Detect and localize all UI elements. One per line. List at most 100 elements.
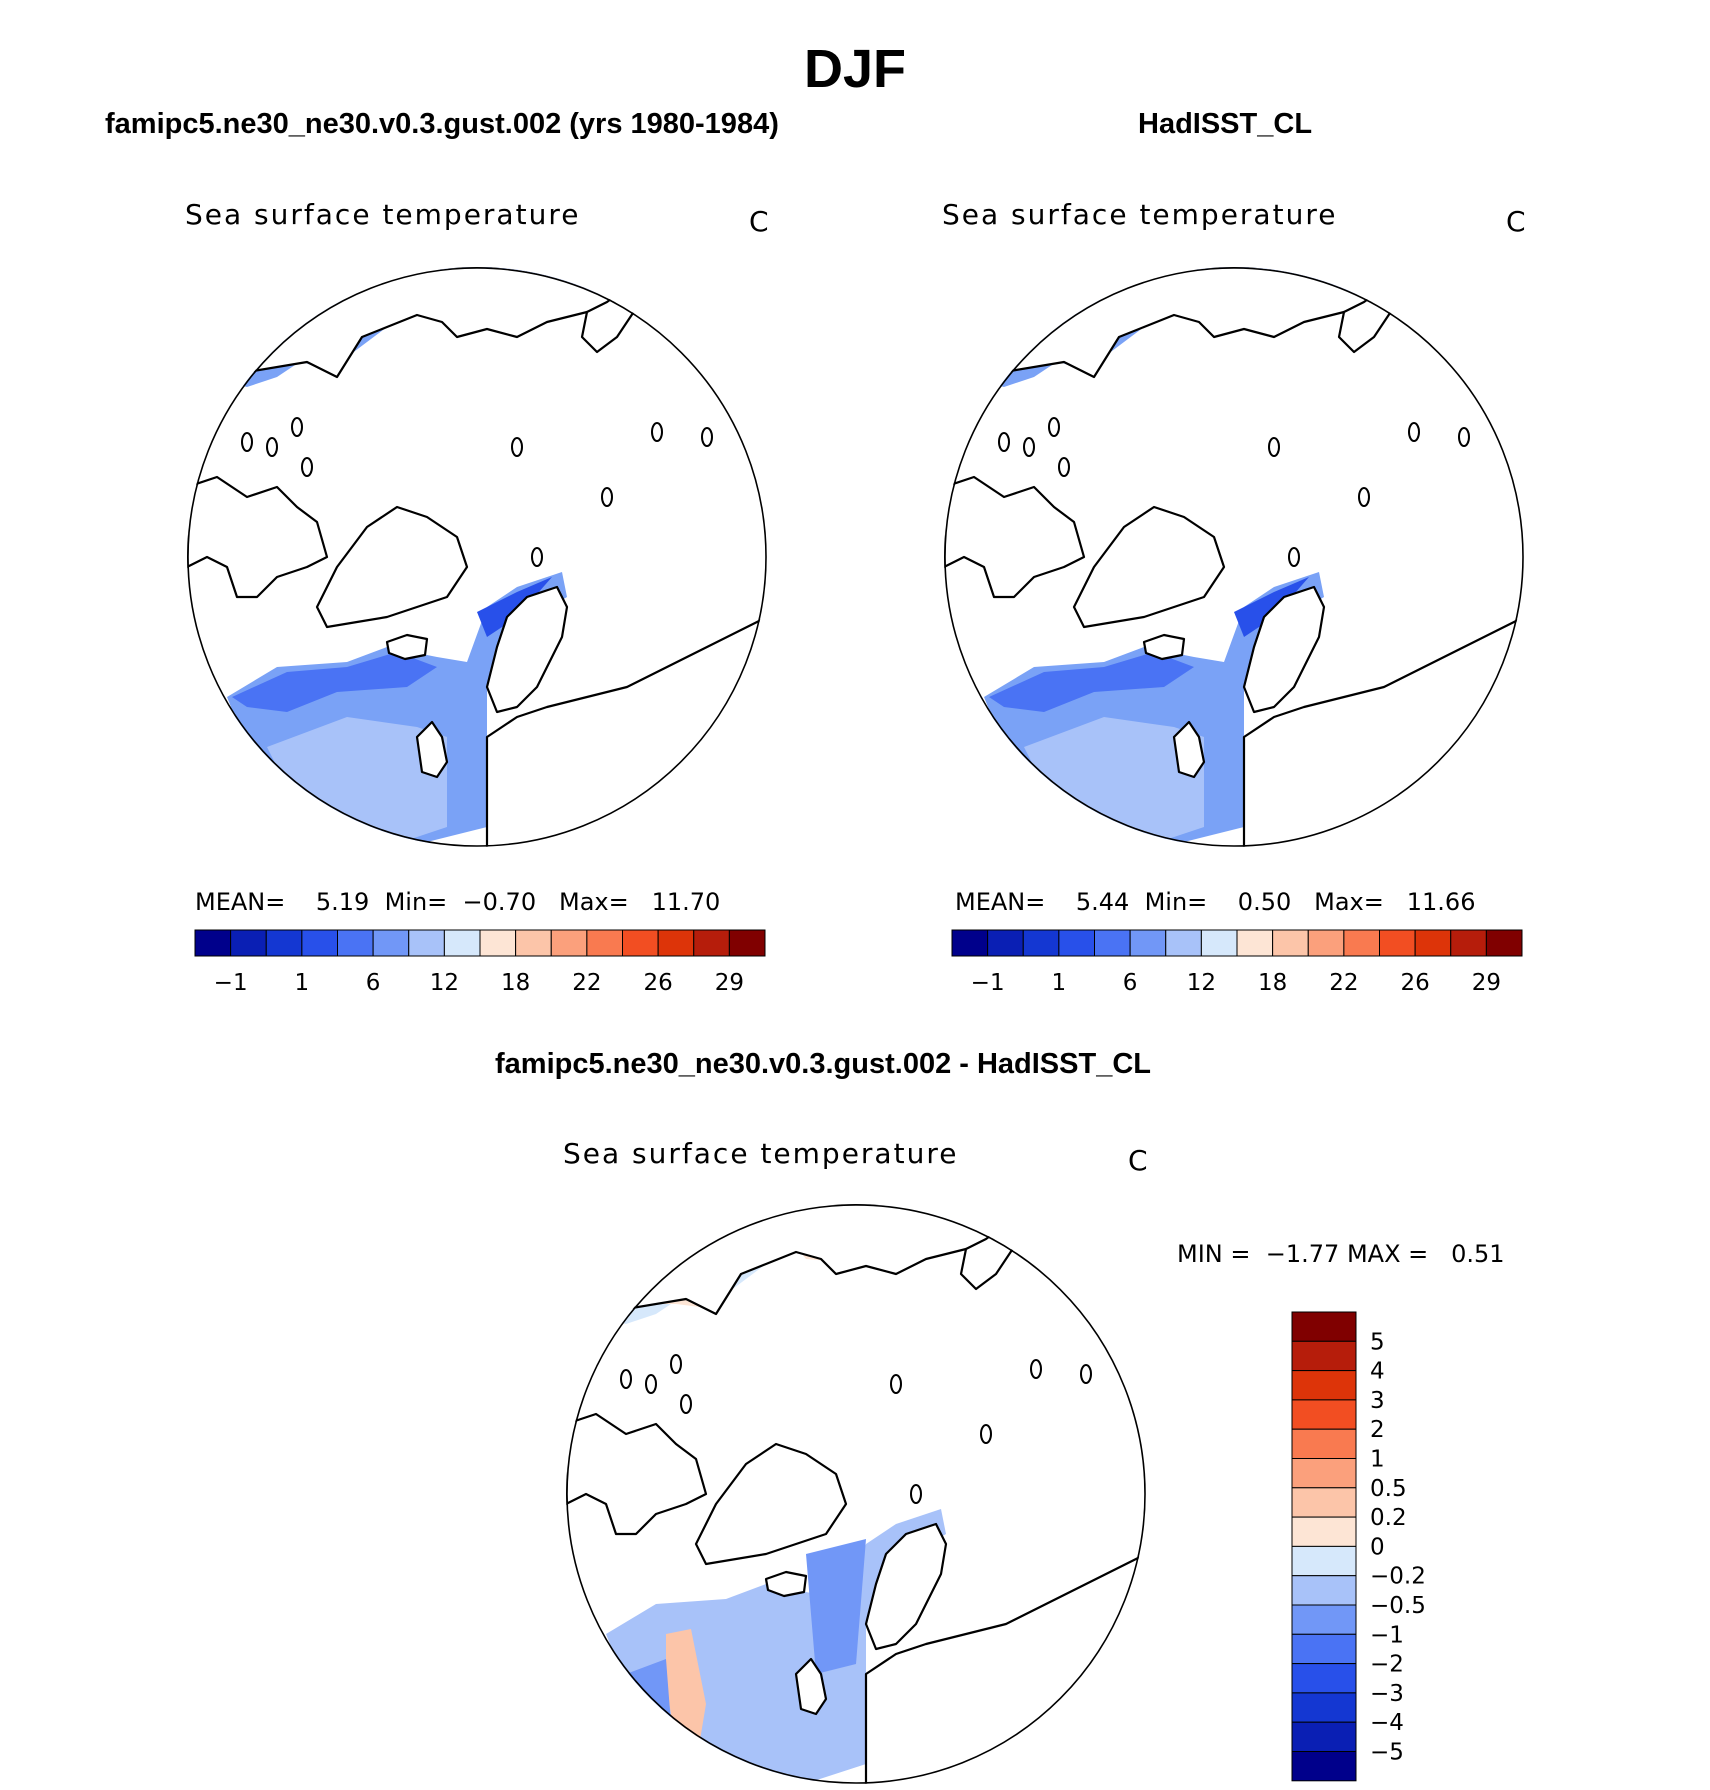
diff-colorbar-swatch: [1291, 1428, 1357, 1459]
atlantic-cold-region: [232, 652, 437, 712]
model-colorbar-swatch: [515, 929, 552, 957]
diff-colorbar-tick-label: −5: [1370, 1740, 1404, 1766]
model-colorbar-swatch: [622, 929, 659, 957]
obs-colorbar-tick-label: −1: [971, 970, 1005, 996]
diff-colorbar-swatch: [1291, 1545, 1357, 1577]
island-outline: [890, 1374, 902, 1394]
obs-colorbar-swatch: [1094, 929, 1131, 957]
north-america-coastline: [944, 475, 1086, 599]
diff-colorbar-tick-label: 5: [1370, 1329, 1385, 1355]
island-outline: [1030, 1359, 1042, 1379]
island-outline: [511, 437, 523, 457]
model-variable-label: Sea surface temperature: [185, 198, 581, 231]
obs-colorbar-swatch: [1236, 929, 1274, 957]
diff-colorbar-tick-label: −3: [1370, 1681, 1404, 1707]
diff-colorbar-tick-label: 3: [1370, 1388, 1385, 1414]
model-mean-label: MEAN=: [195, 888, 286, 916]
model-colorbar-tick-label: 12: [430, 970, 459, 996]
diff-colorbar-swatch: [1291, 1721, 1357, 1753]
island-outline: [1048, 417, 1060, 437]
model-colorbar-swatch: [550, 929, 588, 957]
island-outline: [601, 487, 613, 507]
diff-colorbar-tick-label: −4: [1370, 1710, 1404, 1736]
figure-title: DJF: [803, 39, 906, 99]
model-colorbar-swatch: [337, 929, 374, 957]
diff-colorbar-tick-label: 2: [1370, 1417, 1385, 1443]
model-colorbar-swatch: [586, 929, 623, 957]
diff-colorbar-tick-label: −2: [1370, 1652, 1404, 1678]
diff-panel-title: famipc5.ne30_ne30.v0.3.gust.002 - HadISS…: [495, 1048, 1151, 1080]
british-isles-coastline: [1172, 720, 1206, 779]
model-polar-map: [187, 267, 767, 847]
diff-colorbar-tick-label: −0.5: [1370, 1593, 1426, 1619]
model-colorbar-swatch: [693, 929, 730, 957]
diff-units-label: C: [1128, 1144, 1148, 1177]
map-field-group: [566, 1204, 1146, 1784]
obs-colorbar-swatch: [1272, 929, 1309, 957]
obs-colorbar-swatch: [1129, 929, 1167, 957]
model-colorbar-tick-label: 1: [295, 970, 310, 996]
model-colorbar-tick-label: 26: [643, 970, 672, 996]
model-min-value: −0.70: [462, 888, 537, 916]
obs-colorbar-swatch: [1485, 929, 1523, 957]
diff-colorbar-swatch: [1291, 1663, 1357, 1694]
obs-colorbar-swatch: [1379, 929, 1416, 957]
model-colorbar-swatch: [230, 929, 267, 957]
obs-mean-value: 5.44: [1075, 888, 1130, 916]
obs-colorbar-swatch: [1165, 929, 1202, 957]
diff-colorbar-tick-label: 1: [1370, 1447, 1385, 1473]
island-outline: [670, 1354, 682, 1374]
diff-variable-label: Sea surface temperature: [563, 1137, 959, 1170]
diff-colorbar-swatch: [1291, 1516, 1357, 1547]
obs-variable-label: Sea surface temperature: [942, 198, 1338, 231]
obs-colorbar: −1 1 6 12 18 22 26 29: [951, 929, 1523, 996]
map-field-group: [187, 267, 767, 847]
diff-colorbar-swatch: [1291, 1487, 1357, 1518]
diff-colorbar-tick-label: −1: [1370, 1622, 1404, 1648]
island-outline: [241, 432, 253, 452]
map-boundary-circle: [944, 267, 1524, 847]
norwegian-sea-region: [1234, 577, 1309, 637]
diff-colorbar-swatch: [1291, 1370, 1357, 1401]
model-colorbar-tick-label: 22: [572, 970, 601, 996]
obs-max-label: Max=: [1314, 888, 1384, 916]
model-colorbar-swatch: [408, 929, 445, 957]
model-colorbar-tick-label: 18: [501, 970, 530, 996]
obs-colorbar-swatch: [1200, 929, 1238, 957]
obs-stats: MEAN= 5.44 Min= 0.50 Max= 11.66: [955, 888, 1475, 916]
diff-min-label: MIN =: [1177, 1240, 1251, 1268]
obs-colorbar-swatch: [1307, 929, 1345, 957]
model-panel-title: famipc5.ne30_ne30.v0.3.gust.002 (yrs 198…: [105, 108, 779, 140]
diff-polar-map: [566, 1204, 1146, 1784]
island-outline: [701, 427, 713, 447]
map-field-group: [944, 267, 1524, 847]
obs-colorbar-tick-label: 12: [1187, 970, 1216, 996]
iceland-coastline: [1142, 633, 1186, 661]
island-outline: [1023, 437, 1035, 457]
island-outline: [651, 422, 663, 442]
map-boundary-circle: [187, 267, 767, 847]
norwegian-sea-region: [477, 577, 552, 637]
scandinavia-coastline: [485, 585, 569, 714]
model-units-label: C: [749, 205, 769, 238]
obs-units-label: C: [1506, 205, 1526, 238]
model-min-label: Min=: [384, 888, 448, 916]
model-colorbar-swatch: [479, 929, 517, 957]
model-mean-value: 5.19: [315, 888, 370, 916]
diff-colorbar-swatch: [1291, 1311, 1357, 1342]
diff-max-label: MAX =: [1346, 1240, 1429, 1268]
model-colorbar: −1 1 6 12 18 22 26 29: [194, 929, 766, 996]
diff-colorbar-tick-label: 0.2: [1370, 1505, 1407, 1531]
diff-colorbar-tick-label: −0.2: [1370, 1564, 1426, 1590]
model-stats: MEAN= 5.19 Min= −0.70 Max= 11.70: [195, 888, 720, 916]
model-colorbar-swatch: [728, 929, 766, 957]
island-outline: [980, 1424, 992, 1444]
obs-colorbar-tick-label: 22: [1329, 970, 1358, 996]
model-colorbar-tick-label: −1: [214, 970, 248, 996]
island-outline: [1080, 1364, 1092, 1384]
british-isles-coastline: [794, 1657, 828, 1716]
norwegian-negative-diff: [806, 1539, 866, 1674]
obs-min-value: 0.50: [1237, 888, 1292, 916]
obs-colorbar-tick-label: 26: [1400, 970, 1429, 996]
obs-colorbar-swatch: [1058, 929, 1095, 957]
